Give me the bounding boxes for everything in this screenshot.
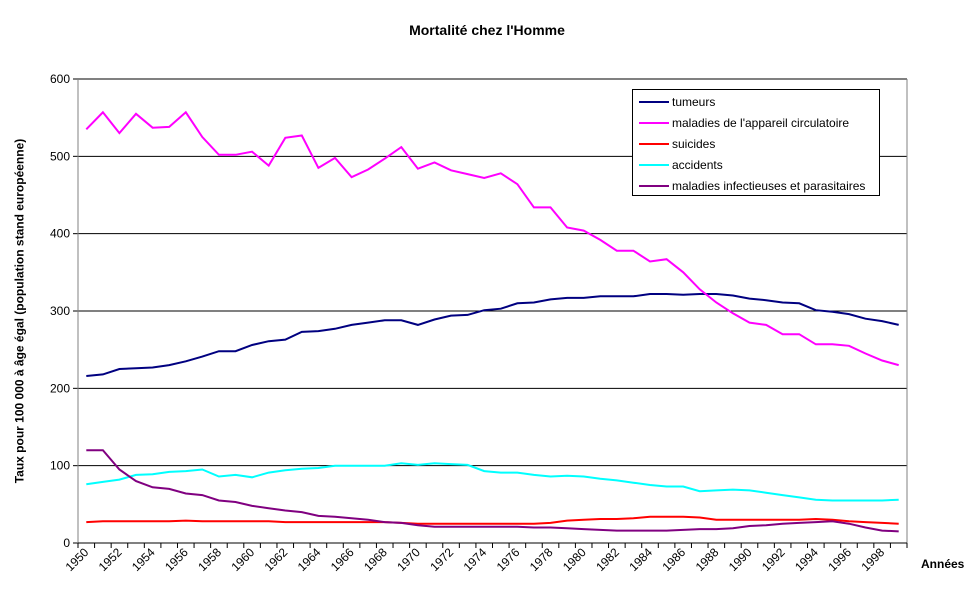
legend-label: maladies de l'appareil circulatoire — [672, 116, 850, 130]
legend-item: maladies infectieuses et parasitaires — [639, 178, 865, 194]
x-tick-label: 1980 — [560, 545, 589, 574]
legend-item: maladies de l'appareil circulatoire — [639, 115, 849, 131]
legend-item: tumeurs — [639, 94, 715, 110]
x-tick-label: 1984 — [626, 545, 655, 574]
legend-swatch — [639, 143, 669, 145]
series-line-suicides — [86, 515, 899, 525]
x-tick-label: 1978 — [527, 545, 556, 574]
x-tick-label: 1986 — [660, 545, 689, 574]
y-tick-label: 400 — [50, 227, 70, 241]
y-tick-label: 500 — [50, 149, 70, 163]
legend-label: tumeurs — [672, 95, 716, 109]
x-tick-label: 1994 — [792, 545, 821, 574]
y-tick-label: 200 — [50, 381, 70, 395]
x-tick-label: 1972 — [427, 545, 456, 574]
x-tick-label: 1988 — [693, 545, 722, 574]
x-tick-label: 1968 — [361, 545, 390, 574]
x-tick-label: 1990 — [726, 545, 755, 574]
x-tick-label: 1952 — [96, 545, 125, 574]
x-tick-label: 1982 — [593, 545, 622, 574]
legend-item: accidents — [639, 157, 723, 173]
legend-swatch — [639, 122, 669, 124]
x-tick-label: 1962 — [262, 545, 291, 574]
x-tick-label: 1992 — [759, 545, 788, 574]
series-line-maladies-de-l-appareil-circulatoire — [85, 110, 899, 367]
x-tick-label: 1956 — [162, 545, 191, 574]
x-tick-label: 1958 — [195, 545, 224, 574]
y-tick-label: 0 — [63, 536, 70, 550]
y-tick-label: 600 — [50, 72, 70, 86]
x-tick-label: 1960 — [228, 545, 257, 574]
x-tick-label: 1996 — [825, 545, 854, 574]
legend: tumeurs maladies de l'appareil circulatoi… — [632, 89, 880, 196]
x-tick-label: 1954 — [129, 545, 158, 574]
x-tick-label: 1966 — [328, 545, 357, 574]
series-line-accidents — [86, 462, 899, 502]
legend-swatch — [639, 101, 669, 103]
series-line-maladies-infectieuses-et-parasitaires — [86, 449, 899, 533]
chart-title: Mortalité chez l'Homme — [409, 22, 565, 38]
legend-label: maladies infectieuses et parasitaires — [672, 179, 866, 193]
x-tick-label: 1998 — [858, 545, 887, 574]
legend-label: accidents — [672, 158, 723, 172]
x-tick-label: 1976 — [494, 545, 523, 574]
legend-item: suicides — [639, 136, 715, 152]
x-tick-label: 1974 — [461, 545, 490, 574]
legend-label: suicides — [672, 137, 716, 151]
legend-swatch — [639, 164, 669, 166]
x-tick-label: 1964 — [295, 545, 324, 574]
legend-swatch — [639, 185, 669, 187]
x-axis-label: Années — [921, 557, 965, 571]
series-line-tumeurs — [86, 293, 899, 377]
y-tick-label: 300 — [50, 304, 70, 318]
x-tick-label: 1970 — [394, 545, 423, 574]
y-tick-label: 100 — [50, 459, 70, 473]
